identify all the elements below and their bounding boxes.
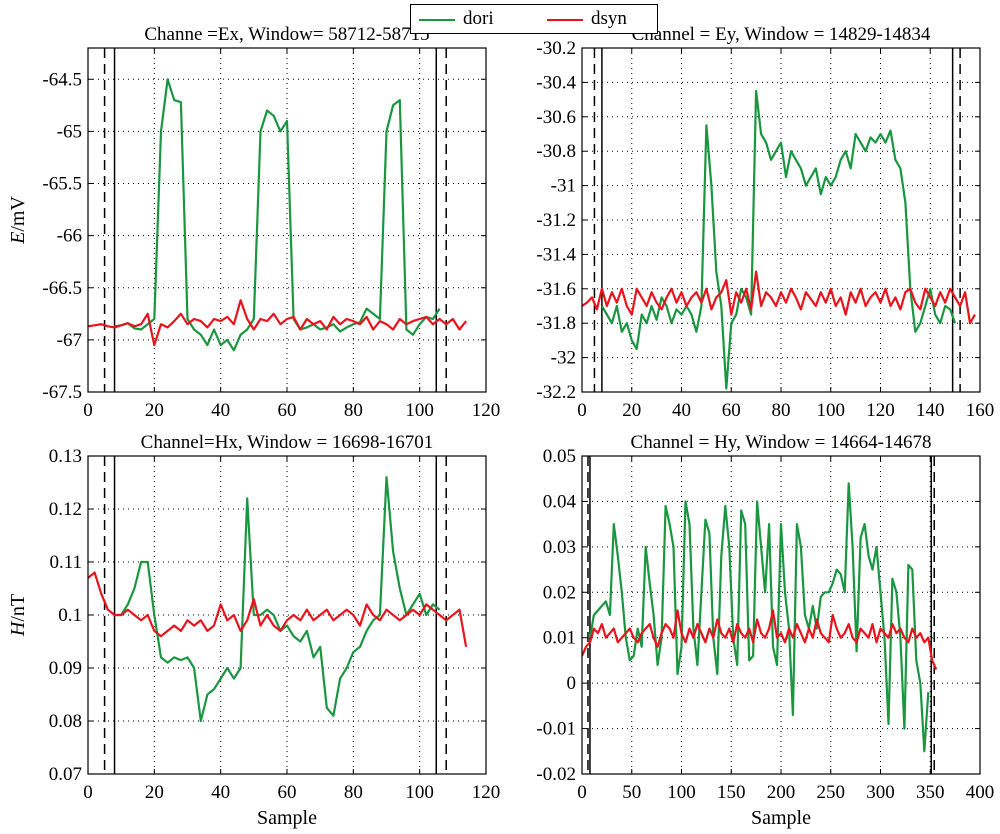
y-tick-label: 0.04 — [543, 491, 577, 512]
series-line-dori — [600, 89, 957, 390]
x-tick-label: 80 — [344, 400, 363, 421]
x-tick-label: 20 — [145, 400, 164, 421]
x-tick-label: 20 — [622, 400, 641, 421]
y-tick-label: -30.4 — [536, 72, 576, 93]
y-tick-label: 0.1 — [58, 605, 82, 626]
y-tick-label: 0.07 — [49, 764, 82, 785]
x-axis-label: Sample — [751, 807, 811, 829]
y-tick-label: -30.6 — [536, 107, 576, 128]
x-tick-label: 120 — [866, 400, 895, 421]
legend: dori dsyn — [410, 4, 658, 34]
y-tick-label: -66.5 — [42, 278, 82, 299]
y-tick-label: -65 — [57, 121, 82, 142]
series-line-dori — [588, 482, 930, 753]
chart-title: Channe =Ex, Window= 58712-58715 — [144, 24, 429, 45]
x-tick-label: 300 — [866, 782, 895, 803]
y-tick-label: 0.05 — [543, 446, 576, 467]
x-tick-label: 0 — [83, 400, 93, 421]
legend-swatch-dori — [419, 19, 455, 21]
y-tick-label: 0.02 — [543, 582, 576, 603]
y-tick-label: -0.02 — [536, 764, 576, 785]
x-tick-label: 100 — [667, 782, 696, 803]
x-tick-label: 100 — [405, 400, 434, 421]
y-tick-label: 0 — [567, 673, 577, 694]
y-tick-label: -64.5 — [42, 69, 82, 90]
y-tick-label: -30.8 — [536, 141, 576, 162]
series-line-dori — [114, 476, 441, 723]
y-tick-label: 0.11 — [49, 552, 82, 573]
x-tick-label: 140 — [916, 400, 945, 421]
x-tick-label: 400 — [966, 782, 995, 803]
x-tick-label: 60 — [278, 782, 297, 803]
legend-label-dsyn: dsyn — [591, 8, 627, 29]
y-tick-label: -66 — [57, 226, 82, 247]
chart-title: Channel=Hx, Window = 16698-16701 — [141, 432, 434, 453]
x-tick-label: 60 — [722, 400, 741, 421]
x-tick-label: 120 — [472, 400, 501, 421]
chart-title: Channel = Ey, Window = 14829-14834 — [632, 24, 931, 45]
x-axis-label: Sample — [257, 807, 317, 829]
x-tick-label: 0 — [577, 400, 587, 421]
x-tick-label: 200 — [767, 782, 796, 803]
x-tick-label: 350 — [916, 782, 945, 803]
series-line-dori — [114, 78, 441, 352]
y-tick-label: -31 — [551, 176, 576, 197]
series-line-dsyn — [88, 299, 467, 347]
x-tick-label: 120 — [472, 782, 501, 803]
legend-label-dori: dori — [463, 8, 494, 29]
y-tick-label: -31.4 — [536, 244, 576, 265]
y-axis-label: H/nT — [7, 594, 29, 637]
y-tick-label: -32 — [551, 348, 576, 369]
chart-panel-3: 0 20 40 60 80 100 120 0.07 0.08 0.09 0.1 0.11 0.12 0.… — [7, 432, 500, 829]
y-tick-label: 0.09 — [49, 658, 82, 679]
x-tick-label: 80 — [772, 400, 791, 421]
plot-area — [582, 48, 980, 392]
y-tick-label: -32.2 — [536, 382, 576, 403]
chart-panel-1: 0 20 40 60 80 100 120 -67.5 -67 -66.5 -66 -65.5 -65 -… — [7, 24, 500, 421]
legend-swatch-dsyn — [547, 19, 583, 21]
y-tick-label: 0.03 — [543, 537, 576, 558]
y-tick-label: -31.8 — [536, 313, 576, 334]
x-tick-label: 50 — [622, 782, 641, 803]
y-tick-label: -67 — [57, 330, 82, 351]
x-tick-label: 100 — [817, 400, 846, 421]
series-line-dsyn — [582, 609, 938, 670]
y-tick-label: 0.12 — [49, 499, 82, 520]
chart-title: Channel = Hy, Window = 14664-14678 — [631, 432, 932, 453]
series-line-dsyn — [88, 571, 468, 647]
y-tick-label: -31.6 — [536, 279, 576, 300]
series-line-dsyn — [582, 270, 976, 325]
y-tick-label: -0.01 — [536, 719, 576, 740]
y-axis-label: E/mV — [7, 196, 29, 245]
x-tick-label: 20 — [145, 782, 164, 803]
y-tick-label: -65.5 — [42, 174, 82, 195]
y-tick-label: -31.2 — [536, 210, 576, 231]
x-tick-label: 40 — [211, 782, 230, 803]
plot-area — [88, 48, 486, 392]
x-tick-label: 0 — [577, 782, 587, 803]
chart-panel-4: 0 50 100 150 200 250 300 350 400 -0.02 -0.01 0 0.01 0… — [536, 432, 994, 829]
x-tick-label: 40 — [672, 400, 691, 421]
y-tick-label: 0.13 — [49, 446, 82, 467]
x-tick-label: 0 — [83, 782, 93, 803]
y-tick-label: -67.5 — [42, 382, 82, 403]
x-tick-label: 40 — [211, 400, 230, 421]
y-tick-label: 0.01 — [543, 628, 576, 649]
x-tick-label: 60 — [278, 400, 297, 421]
x-tick-label: 150 — [717, 782, 746, 803]
x-tick-label: 100 — [405, 782, 434, 803]
y-tick-label: -30.2 — [536, 38, 576, 59]
x-tick-label: 80 — [344, 782, 363, 803]
chart-panel-2: 0 20 40 60 80 100 120 140 160 -32.2 -32 -31.8 -31.6 -… — [536, 24, 994, 421]
x-tick-label: 160 — [966, 400, 995, 421]
x-tick-label: 250 — [817, 782, 846, 803]
y-tick-label: 0.08 — [49, 711, 82, 732]
